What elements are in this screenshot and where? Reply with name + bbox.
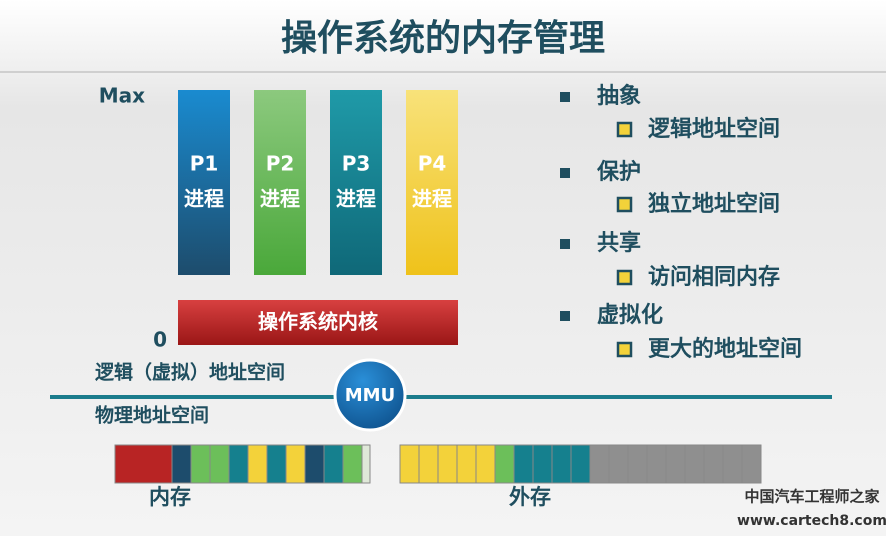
feature-detail: 更大的地址空间 bbox=[648, 336, 802, 362]
storage-cell bbox=[741, 444, 762, 484]
bullet bbox=[560, 92, 570, 102]
process-bar bbox=[330, 90, 382, 275]
feature-label: 共享 bbox=[597, 230, 641, 256]
memory-strip bbox=[114, 444, 371, 484]
physical-space-label: 物理地址空间 bbox=[95, 404, 209, 427]
process-name: P3 bbox=[342, 152, 371, 176]
memory-cell bbox=[323, 444, 344, 484]
storage-cell bbox=[513, 444, 534, 484]
storage-cell bbox=[399, 444, 420, 484]
storage-cell bbox=[684, 444, 705, 484]
storage-cell bbox=[437, 444, 458, 484]
memory-cell bbox=[228, 444, 249, 484]
memory-cell bbox=[285, 444, 306, 484]
memory-cell bbox=[171, 444, 192, 484]
storage-strip bbox=[399, 444, 762, 484]
axis-min: 0 bbox=[153, 328, 167, 352]
bullet bbox=[560, 239, 570, 249]
memory-label: 内存 bbox=[149, 485, 191, 509]
storage-cell bbox=[532, 444, 553, 484]
process-label: 进程 bbox=[184, 187, 224, 211]
process-name: P4 bbox=[418, 152, 447, 176]
storage-cell bbox=[570, 444, 591, 484]
storage-cell bbox=[418, 444, 439, 484]
storage-cell bbox=[475, 444, 496, 484]
storage-cell bbox=[703, 444, 724, 484]
process-name: P1 bbox=[190, 152, 219, 176]
sub-bullet bbox=[616, 341, 633, 358]
memory-cell bbox=[266, 444, 287, 484]
kernel-bar bbox=[178, 300, 458, 345]
memory-cell bbox=[247, 444, 268, 484]
processes: P1 进程 P2 进程 P3 进程 P4 进程 bbox=[178, 90, 458, 275]
title: 操作系统的内存管理 bbox=[281, 18, 605, 59]
mmu-label: MMU bbox=[345, 385, 395, 406]
feature-detail: 独立地址空间 bbox=[648, 191, 780, 217]
storage-cell bbox=[646, 444, 667, 484]
kernel-label: 操作系统内核 bbox=[258, 310, 378, 334]
process-bar bbox=[406, 90, 458, 275]
memory-cell bbox=[304, 444, 325, 484]
mmu-circle bbox=[333, 358, 407, 432]
storage-cell bbox=[456, 444, 477, 484]
sub-bullet bbox=[616, 121, 633, 138]
feature-detail: 访问相同内存 bbox=[648, 264, 780, 290]
storage-label: 外存 bbox=[509, 485, 551, 509]
axis-max: Max bbox=[99, 84, 145, 108]
sub-bullet bbox=[616, 196, 633, 213]
logical-space-label: 逻辑（虚拟）地址空间 bbox=[95, 361, 285, 384]
memory-cell bbox=[209, 444, 230, 484]
feature-label: 抽象 bbox=[597, 83, 641, 109]
storage-cell bbox=[608, 444, 629, 484]
process-label: 进程 bbox=[260, 187, 300, 211]
feature-detail: 逻辑地址空间 bbox=[648, 116, 780, 142]
bullet bbox=[560, 168, 570, 178]
feature-label: 虚拟化 bbox=[597, 302, 663, 328]
feature-label: 保护 bbox=[596, 160, 641, 185]
memory-cell bbox=[361, 444, 371, 484]
process-label: 进程 bbox=[336, 187, 376, 211]
storage-cell bbox=[589, 444, 610, 484]
storage-cell bbox=[722, 444, 743, 484]
process-bar bbox=[254, 90, 306, 275]
memory-cell bbox=[114, 444, 173, 484]
feature-list: 抽象 逻辑地址空间 保护 独立地址空间 共享 访问相同内存 虚拟化 更大的地址空… bbox=[560, 83, 802, 362]
watermark-url: www.cartech8.com bbox=[737, 513, 886, 529]
storage-cell bbox=[627, 444, 648, 484]
memory-cell bbox=[190, 444, 211, 484]
watermark-name: 中国汽车工程师之家 bbox=[744, 488, 879, 506]
bullet bbox=[560, 311, 570, 321]
storage-cell bbox=[665, 444, 686, 484]
sub-bullet bbox=[616, 269, 633, 286]
process-name: P2 bbox=[266, 152, 295, 176]
memory-cell bbox=[342, 444, 363, 484]
storage-cell bbox=[551, 444, 572, 484]
storage-cell bbox=[494, 444, 515, 484]
process-bar bbox=[178, 90, 230, 275]
process-label: 进程 bbox=[412, 187, 452, 211]
